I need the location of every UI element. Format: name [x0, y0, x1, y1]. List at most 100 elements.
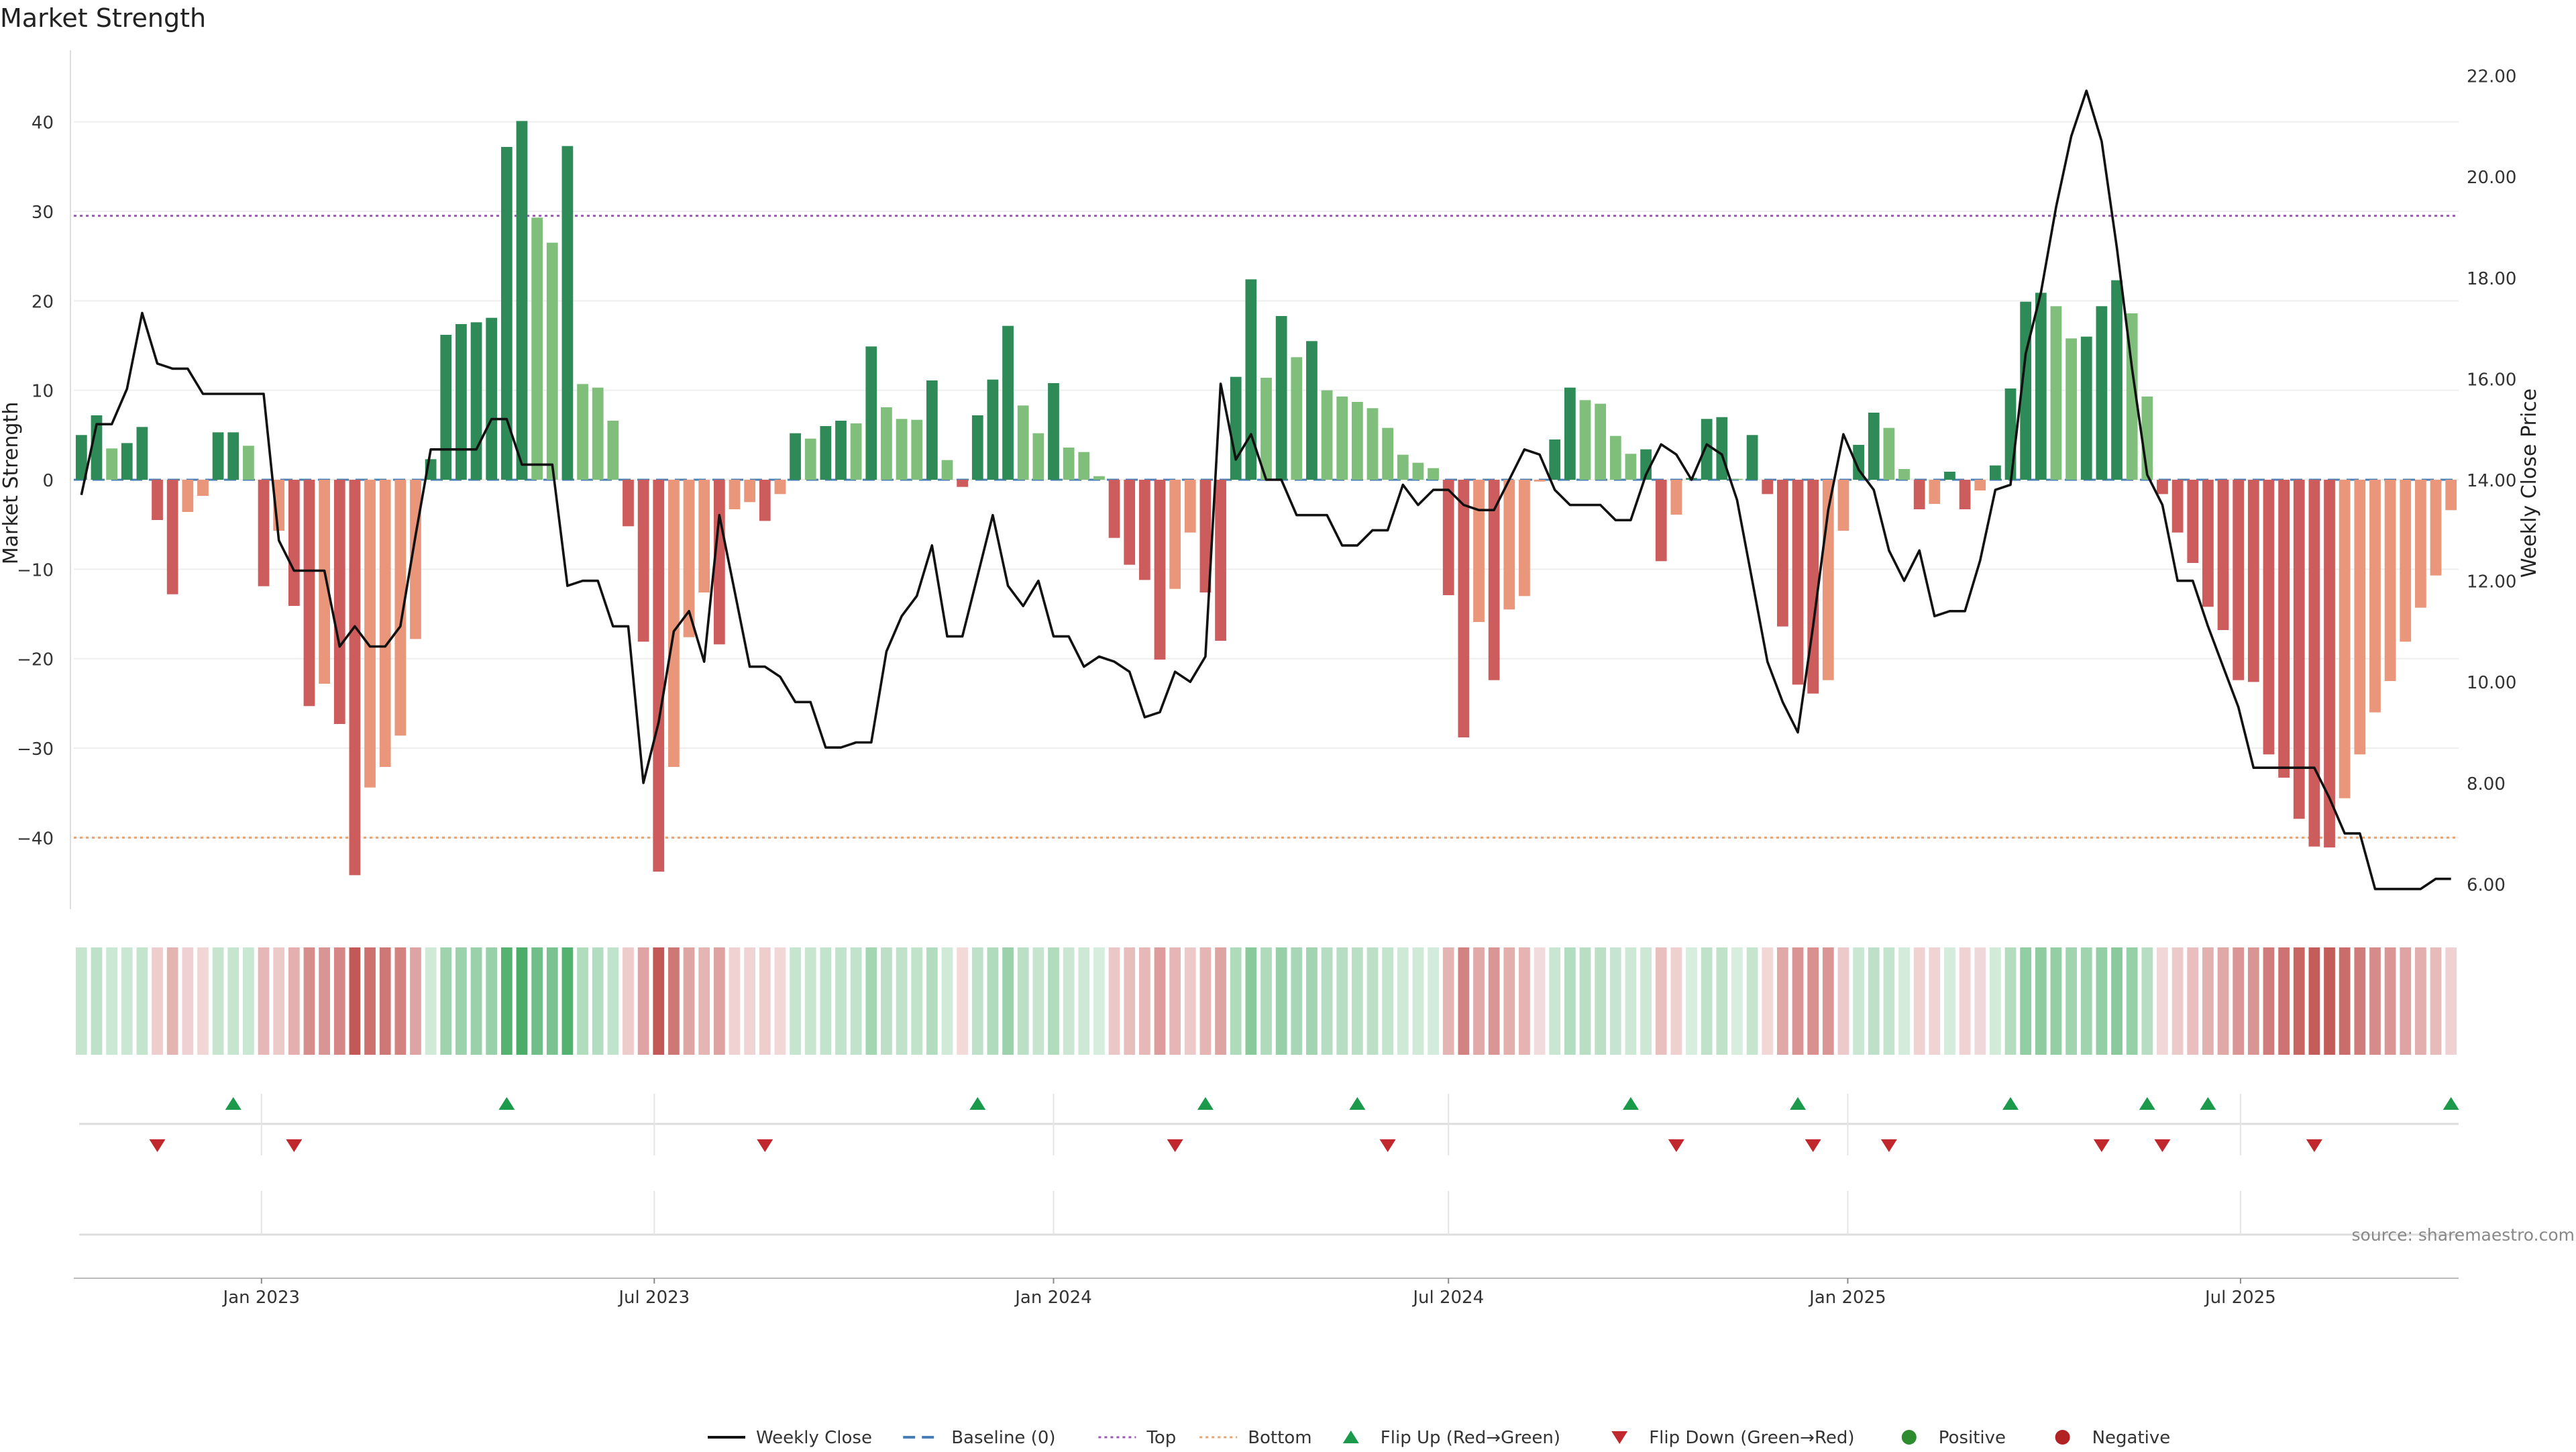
strength-bar [1306, 341, 1318, 480]
strength-bar [1731, 478, 1743, 480]
strength-bar [2050, 306, 2062, 480]
strength-bar [1549, 439, 1561, 480]
flip-down-marker [1167, 1139, 1183, 1152]
strength-bar [2384, 480, 2396, 681]
heat-cell [2369, 947, 2381, 1055]
strength-bar [971, 415, 983, 480]
strength-bar [2187, 480, 2199, 563]
strength-bar [759, 480, 771, 521]
heat-cell [1124, 947, 1136, 1055]
heat-cell [2339, 947, 2351, 1055]
strength-bar [1108, 480, 1120, 538]
right-axis-label: Weekly Close Price [2518, 388, 2541, 578]
strength-bar [1670, 480, 1682, 515]
heat-cell [136, 947, 148, 1055]
strength-bar [744, 480, 756, 503]
strength-bar [1609, 435, 1621, 480]
y2-tick-label: 16.00 [2467, 370, 2516, 390]
heat-cell [987, 947, 999, 1055]
x-tick-label: Jan 2024 [1014, 1288, 1092, 1308]
heat-cell [957, 947, 969, 1055]
heat-cell [1686, 947, 1697, 1055]
strength-bar [1883, 427, 1895, 480]
heat-cell [470, 947, 482, 1055]
y-tick-label: 0 [42, 471, 54, 491]
strength-bar [1230, 376, 1242, 480]
strength-bar [820, 426, 832, 480]
legend-item: Positive [1901, 1428, 2006, 1448]
heat-cell [1382, 947, 1394, 1055]
strength-bar [1974, 480, 1986, 490]
heat-cell [364, 947, 376, 1055]
strength-bar [1595, 403, 1607, 480]
heat-cell [1807, 947, 1819, 1055]
strength-bar [987, 379, 999, 480]
strength-bar [2157, 480, 2168, 495]
heat-cell [394, 947, 407, 1055]
heat-cell [2141, 947, 2153, 1055]
heat-cell [2263, 947, 2275, 1055]
y-tick-label: −30 [17, 739, 54, 760]
strength-bar [455, 324, 467, 480]
heat-cell [288, 947, 300, 1055]
strength-bar [2233, 480, 2245, 680]
heat-cell [349, 947, 361, 1055]
right-axis: 22.00 20.00 18.00 16.00 14.00 12.00 10.00 8.00 6… [2467, 67, 2516, 896]
legend-item: Flip Down (Green→Red) [1611, 1428, 1855, 1448]
x-tick-label: Jan 2023 [222, 1288, 301, 1308]
strength-bar [1579, 400, 1591, 480]
y2-tick-label: 12.00 [2467, 572, 2516, 592]
heat-cell [2354, 947, 2366, 1055]
strength-bar [243, 446, 254, 480]
strength-bar [1746, 435, 1758, 480]
strength-bar [865, 346, 877, 480]
heat-cell [835, 947, 847, 1055]
heat-cell [971, 947, 983, 1055]
strength-bar [607, 421, 619, 480]
x-tick-label: Jul 2025 [2204, 1288, 2276, 1308]
heat-cell [166, 947, 178, 1055]
heat-cell [2111, 947, 2123, 1055]
strength-bar [668, 480, 680, 767]
heat-cell [850, 947, 862, 1055]
flip-up-marker [2002, 1097, 2019, 1110]
heat-cell [455, 947, 467, 1055]
strength-bar [1245, 279, 1257, 480]
strength-bar [1275, 316, 1287, 480]
y2-tick-label: 18.00 [2467, 269, 2516, 289]
strength-bar [2004, 388, 2017, 480]
heat-cell [531, 947, 543, 1055]
heat-cell [2065, 947, 2077, 1055]
heat-cell [1503, 947, 1515, 1055]
legend-flip-down-swatch [1611, 1431, 1628, 1444]
strength-bar [1716, 417, 1728, 480]
strength-bar [1412, 462, 1424, 480]
strength-bar [774, 480, 786, 495]
strength-bar [2202, 480, 2214, 607]
strength-bar [1990, 465, 2001, 480]
strength-bar [470, 322, 482, 480]
flip-up-marker [1349, 1097, 1366, 1110]
heat-cell [1138, 947, 1150, 1055]
strength-bar [1762, 480, 1774, 495]
heat-cell [319, 947, 330, 1055]
heat-cell [500, 947, 513, 1055]
strength-bar [790, 433, 801, 480]
legend-negative-swatch [2055, 1430, 2070, 1445]
strength-bar [1853, 445, 1864, 480]
strength-bar [1032, 433, 1044, 480]
strength-bar [698, 480, 710, 592]
strength-bar [623, 480, 634, 527]
strength-bar [546, 242, 558, 480]
strength-bar [1428, 468, 1439, 480]
strength-bar [333, 480, 345, 724]
strength-bar [1397, 454, 1409, 480]
strength-bar [2278, 480, 2290, 778]
heat-cell [1336, 947, 1348, 1055]
strength-bar [364, 480, 376, 788]
y-tick-label: 10 [32, 382, 54, 402]
strength-bar [152, 480, 163, 520]
flip-up-marker [2139, 1097, 2155, 1110]
heat-cell [1762, 947, 1774, 1055]
